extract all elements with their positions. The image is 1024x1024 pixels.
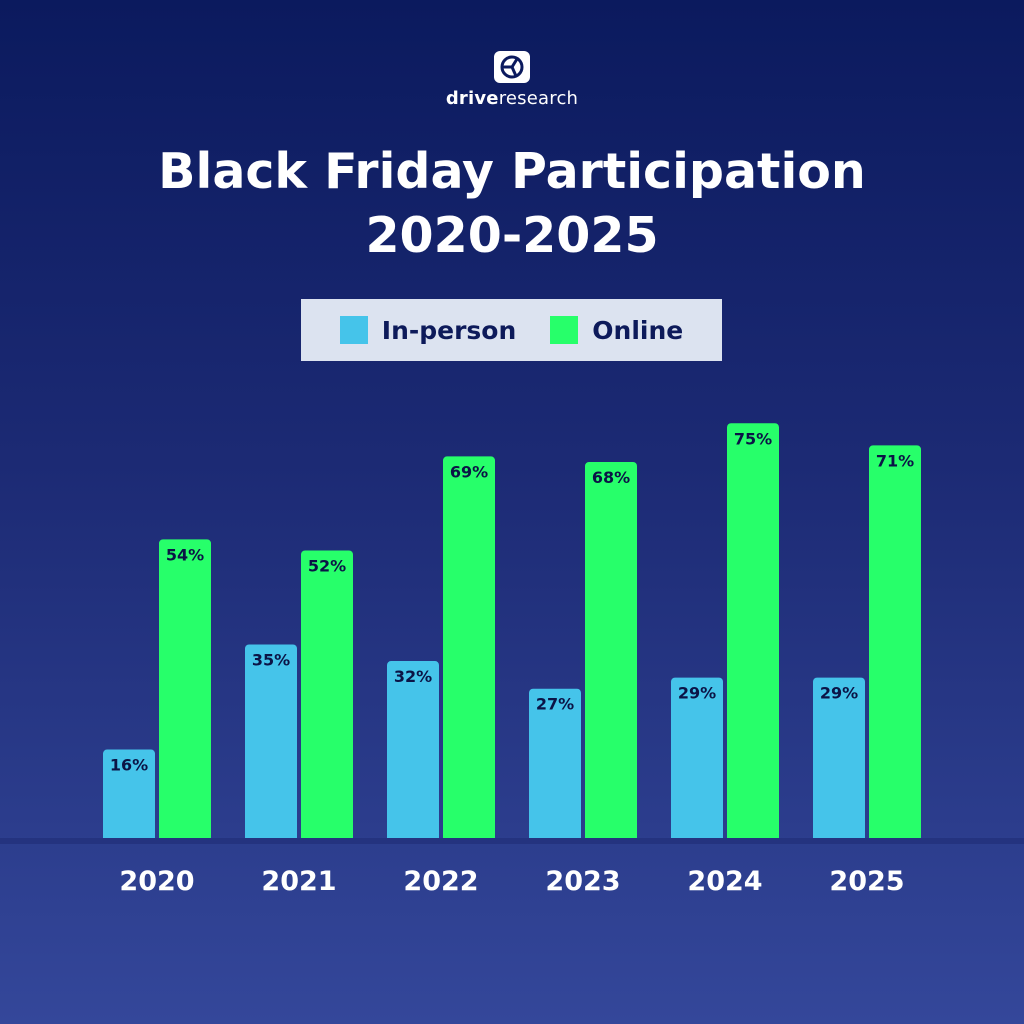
chart-title-line-1: Black Friday Participation — [158, 143, 866, 200]
chart-title: Black Friday Participation 2020-2025 — [0, 140, 1024, 268]
legend-swatch-online — [550, 316, 579, 344]
legend-item-online: Online — [550, 316, 683, 345]
bar-in-person-2022 — [387, 661, 439, 842]
legend-label-in-person: In-person — [381, 315, 517, 345]
x-tick-label-2021: 2021 — [261, 866, 336, 897]
data-label-in-person-2021: 35% — [252, 650, 290, 669]
legend-label-online: Online — [592, 315, 684, 345]
brand-name-bold: drive — [445, 88, 499, 109]
data-label-online-2025: 71% — [876, 451, 914, 470]
bar-online-2024 — [727, 423, 779, 842]
legend-item-in-person: In-person — [339, 315, 517, 345]
bar-online-2022 — [443, 456, 495, 842]
data-label-in-person-2020: 16% — [110, 756, 148, 775]
bar-online-2023 — [585, 461, 637, 842]
data-label-in-person-2023: 27% — [536, 695, 574, 714]
legend: In-person Online — [301, 299, 722, 361]
bar-online-2020 — [159, 539, 211, 842]
bar-in-person-2025 — [813, 677, 865, 842]
chart-title-line-2: 2020-2025 — [365, 207, 659, 264]
x-tick-label-2023: 2023 — [545, 866, 620, 897]
legend-swatch-in-person — [339, 316, 368, 344]
bar-in-person-2024 — [671, 677, 723, 842]
data-label-in-person-2024: 29% — [678, 684, 716, 703]
x-tick-label-2020: 2020 — [119, 866, 194, 897]
data-label-online-2022: 69% — [450, 462, 488, 481]
brand-name: driveresearch — [0, 88, 1024, 109]
baseline-mask — [0, 838, 1024, 844]
bar-in-person-2021 — [245, 644, 297, 842]
bar-in-person-2023 — [529, 688, 581, 842]
data-label-online-2021: 52% — [308, 556, 346, 575]
bar-online-2021 — [301, 550, 353, 842]
data-label-in-person-2022: 32% — [394, 667, 432, 686]
logo: driveresearch — [0, 50, 1024, 109]
drive-research-logo-icon — [494, 51, 530, 83]
data-label-online-2024: 75% — [734, 429, 772, 448]
data-label-online-2020: 54% — [166, 545, 204, 564]
data-label-in-person-2025: 29% — [820, 684, 858, 703]
brand-name-regular: research — [498, 88, 579, 109]
data-label-online-2023: 68% — [592, 468, 630, 487]
bar-online-2025 — [869, 445, 921, 842]
bar-in-person-2020 — [103, 749, 155, 842]
x-tick-label-2025: 2025 — [829, 866, 904, 897]
x-tick-label-2024: 2024 — [687, 866, 762, 897]
x-tick-label-2022: 2022 — [403, 866, 478, 897]
